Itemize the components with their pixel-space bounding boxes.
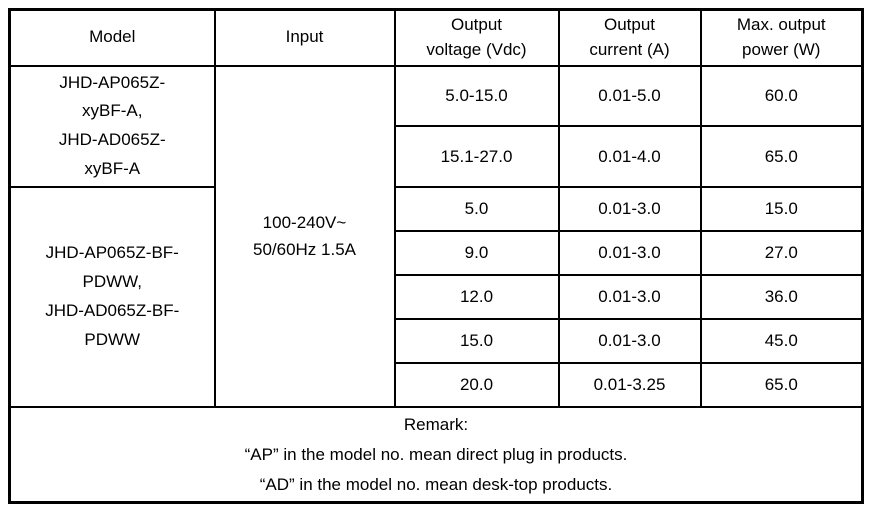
voltage-cell: 5.0-15.0 — [393, 64, 560, 128]
current-cell: 0.01-3.0 — [557, 230, 702, 277]
remark-line-ad: “AD” in the model no. mean desk-top prod… — [259, 474, 613, 494]
power-cell: 36.0 — [699, 274, 864, 321]
power-spec-table: Model Input Output voltage (Vdc) Output … — [8, 8, 864, 505]
table-row: 15.0 0.01-3.0 45.0 — [10, 318, 864, 365]
header-model: Model — [8, 8, 216, 67]
current-cell: 0.01-3.25 — [557, 362, 702, 409]
model-group-a-cell: JHD-AP065Z- xyBF-A, JHD-AD065Z- xyBF-A — [8, 64, 216, 189]
voltage-cell: 12.0 — [393, 274, 560, 321]
remark-title: Remark: — [403, 415, 469, 435]
header-output-current: Output current (A) — [557, 8, 702, 67]
current-cell: 0.01-3.0 — [557, 274, 702, 321]
power-cell: 65.0 — [699, 125, 864, 189]
model-group-b-cell: JHD-AP065Z-BF- PDWW, JHD-AD065Z-BF- PDWW — [8, 186, 216, 409]
voltage-cell: 9.0 — [393, 230, 560, 277]
power-cell: 45.0 — [699, 318, 864, 365]
voltage-cell: 20.0 — [393, 362, 560, 409]
power-cell: 15.0 — [699, 186, 864, 233]
header-input: Input — [213, 8, 396, 67]
header-output-voltage: Output voltage (Vdc) — [393, 8, 560, 67]
power-cell: 65.0 — [699, 362, 864, 409]
current-cell: 0.01-3.0 — [557, 318, 702, 365]
power-cell: 60.0 — [699, 64, 864, 128]
table-row: 9.0 0.01-3.0 27.0 — [10, 230, 864, 277]
header-max-output-power: Max. output power (W) — [699, 8, 864, 67]
remark-row: Remark: “AP” in the model no. mean direc… — [8, 406, 864, 504]
voltage-cell: 15.1-27.0 — [393, 125, 560, 189]
header-row: Model Input Output voltage (Vdc) Output … — [8, 8, 864, 67]
table-row: JHD-AP065Z-BF- PDWW, JHD-AD065Z-BF- PDWW… — [8, 186, 864, 409]
current-cell: 0.01-3.0 — [557, 186, 702, 233]
input-spec-cell: 100-240V~ 50/60Hz 1.5A — [213, 64, 396, 409]
table-row: 12.0 0.01-3.0 36.0 — [10, 274, 864, 321]
voltage-cell: 15.0 — [393, 318, 560, 365]
table-row: 20.0 0.01-3.25 65.0 — [10, 362, 864, 409]
table-row: 15.1-27.0 0.01-4.0 65.0 — [10, 125, 864, 189]
remark-cell: Remark: “AP” in the model no. mean direc… — [8, 406, 864, 504]
current-cell: 0.01-5.0 — [557, 64, 702, 128]
power-cell: 27.0 — [699, 230, 864, 277]
current-cell: 0.01-4.0 — [557, 125, 702, 189]
table-row: JHD-AP065Z- xyBF-A, JHD-AD065Z- xyBF-A 1… — [8, 64, 864, 409]
voltage-cell: 5.0 — [393, 186, 560, 233]
remark-line-ap: “AP” in the model no. mean direct plug i… — [244, 444, 628, 464]
